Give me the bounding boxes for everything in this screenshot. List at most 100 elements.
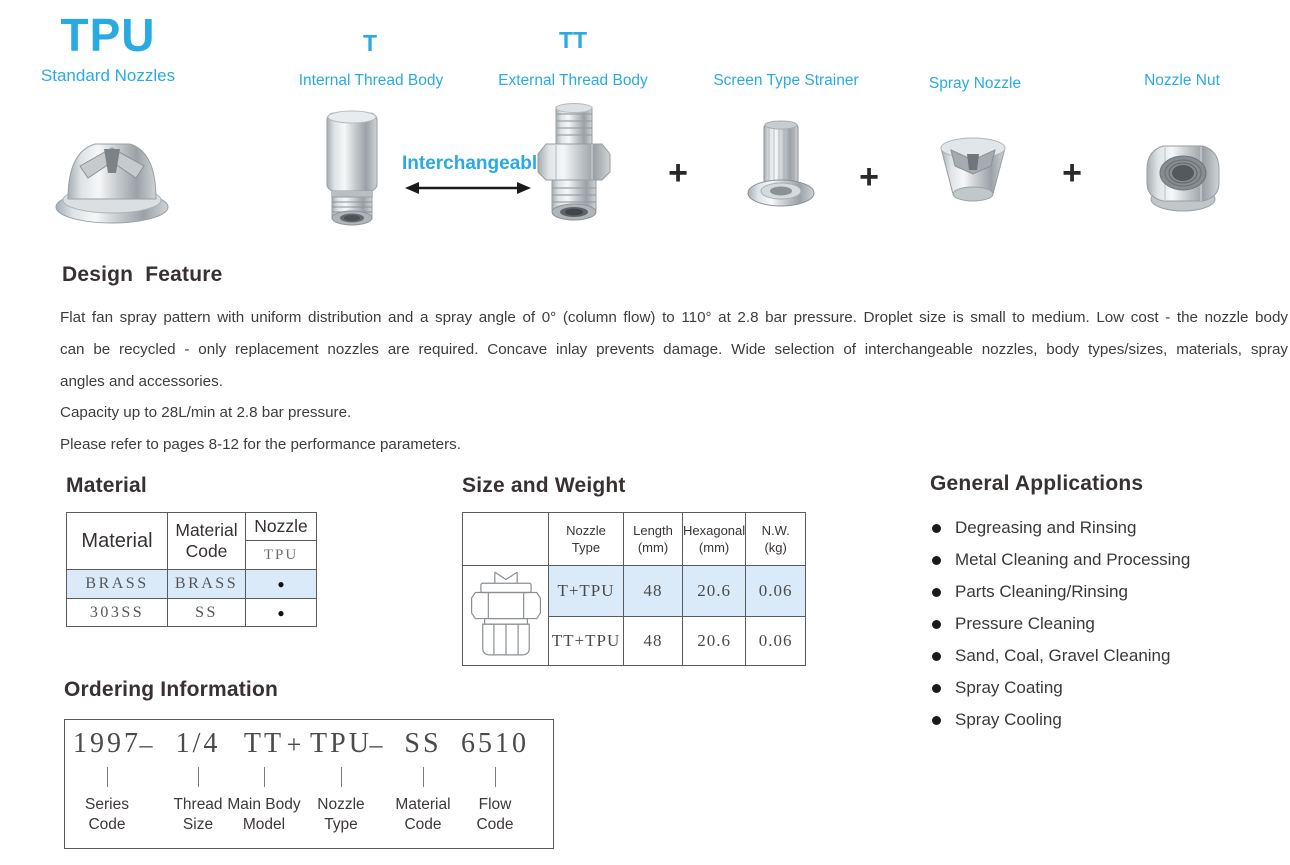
design-feature-line: Flat fan spray pattern with uniform dist… bbox=[60, 309, 1288, 326]
nw-header: N.W. (kg) bbox=[745, 512, 807, 566]
nw-cell: 0.06 bbox=[745, 565, 807, 617]
product-code-title: TPU bbox=[60, 9, 156, 61]
application-label: Sand, Coal, Gravel Cleaning bbox=[955, 646, 1171, 665]
nozzle-type-cell: T+TPU bbox=[548, 565, 624, 617]
nozzle-model-header: TPU bbox=[245, 540, 317, 570]
applications-list: Degreasing and Rinsing Metal Cleaning an… bbox=[932, 512, 1262, 736]
material-col-header: Material bbox=[66, 512, 168, 570]
tick-line bbox=[340, 767, 342, 787]
code-value: TT bbox=[243, 728, 285, 759]
length-header: Length (mm) bbox=[623, 512, 683, 566]
material-code-cell: BRASS bbox=[167, 569, 246, 599]
material-row-303ss: 303SS SS ● bbox=[66, 598, 317, 627]
code-value: SS bbox=[404, 728, 442, 759]
part-t-code: T bbox=[362, 30, 378, 56]
hexagonal-header: Hexagonal (mm) bbox=[681, 512, 747, 566]
application-label: Spray Coating bbox=[955, 678, 1063, 697]
material-title: Material bbox=[66, 474, 147, 497]
size-weight-table: Nozzle Type Length (mm) Hexagonal (mm) N… bbox=[462, 512, 807, 666]
ordering-field-series: 1997 Series Code bbox=[41, 728, 173, 835]
list-item: Spray Coating bbox=[932, 672, 1262, 704]
material-code-col-header: Material Code bbox=[167, 512, 246, 570]
list-item: Metal Cleaning and Processing bbox=[932, 544, 1262, 576]
spray-nozzle-image bbox=[940, 137, 1006, 202]
part-t-label: Internal Thread Body bbox=[298, 72, 444, 89]
hexagonal-cell: 20.6 bbox=[681, 565, 747, 617]
code-label: Flow Code bbox=[476, 796, 514, 833]
bullet-icon bbox=[932, 651, 941, 661]
code-label: Series Code bbox=[85, 796, 129, 833]
nozzle-type-header: Nozzle Type bbox=[548, 512, 624, 566]
tick-line bbox=[106, 767, 108, 787]
nozzle-col-header: Nozzle bbox=[245, 512, 317, 541]
bullet-icon bbox=[932, 683, 941, 693]
size-row-tt-tpu: TT+TPU 48 20.6 0.06 bbox=[463, 616, 807, 666]
tick-line bbox=[197, 767, 199, 787]
material-cell: 303SS bbox=[66, 598, 168, 627]
material-table: Material Material Code Nozzle TPU BRASS … bbox=[66, 512, 317, 627]
design-feature-title: Design Feature bbox=[62, 263, 223, 286]
nozzle-line-drawing bbox=[470, 571, 541, 656]
double-arrow-icon bbox=[405, 182, 531, 194]
design-feature-line: Capacity up to 28L/min at 2.8 bar pressu… bbox=[60, 404, 352, 421]
product-subtitle: Standard Nozzles bbox=[40, 66, 176, 85]
availability-dot: ● bbox=[245, 598, 317, 627]
ordering-field-body: TT Main Body Model bbox=[198, 728, 330, 835]
design-feature-line: Please refer to pages 8-12 for the perfo… bbox=[60, 436, 461, 453]
code-separator: – bbox=[139, 730, 153, 759]
tick-line bbox=[422, 767, 424, 787]
design-feature-line: angles and accessories. bbox=[60, 373, 223, 390]
code-value: TPU bbox=[310, 728, 372, 759]
bullet-icon bbox=[932, 715, 941, 725]
size-weight-title: Size and Weight bbox=[462, 474, 626, 497]
list-item: Spray Cooling bbox=[932, 704, 1262, 736]
tpu-nozzle-image bbox=[55, 143, 169, 224]
part-nut-label: Nozzle Nut bbox=[1144, 72, 1220, 89]
list-item: Degreasing and Rinsing bbox=[932, 512, 1262, 544]
code-separator: – bbox=[369, 730, 383, 759]
part-strainer-label: Screen Type Strainer bbox=[713, 72, 859, 89]
list-item: Sand, Coal, Gravel Cleaning bbox=[932, 640, 1262, 672]
hexagonal-cell: 20.6 bbox=[681, 616, 747, 666]
internal-thread-body-image bbox=[326, 110, 378, 226]
code-value: 1997 bbox=[73, 728, 141, 759]
plus-sign-3: + bbox=[1062, 154, 1082, 192]
tick-line bbox=[263, 767, 265, 787]
material-cell: BRASS bbox=[66, 569, 168, 599]
ordering-field-material: SS Material Code bbox=[357, 728, 489, 835]
material-code-cell: SS bbox=[167, 598, 246, 627]
code-value: 1/4 bbox=[175, 728, 221, 759]
tick-line bbox=[494, 767, 496, 787]
code-label: Material Code bbox=[395, 796, 451, 833]
code-label: Nozzle Type bbox=[317, 796, 365, 833]
bullet-icon bbox=[932, 523, 941, 533]
part-tt-code: TT bbox=[558, 27, 588, 53]
diagram-header-cell bbox=[462, 512, 549, 566]
plus-sign-1: + bbox=[668, 154, 688, 192]
material-row-brass: BRASS BRASS ● bbox=[66, 569, 317, 599]
bullet-icon bbox=[932, 587, 941, 597]
part-tt-label: External Thread Body bbox=[498, 72, 648, 89]
application-label: Parts Cleaning/Rinsing bbox=[955, 582, 1128, 601]
ordering-title: Ordering Information bbox=[64, 678, 278, 701]
code-label: Thread Size bbox=[173, 796, 223, 833]
availability-dot: ● bbox=[245, 569, 317, 599]
code-separator: + bbox=[286, 730, 302, 759]
bullet-icon bbox=[932, 619, 941, 629]
application-label: Spray Cooling bbox=[955, 710, 1062, 729]
length-cell: 48 bbox=[623, 616, 683, 666]
design-feature-line: can be recycled - only replacement nozzl… bbox=[60, 341, 1288, 358]
length-cell: 48 bbox=[623, 565, 683, 617]
ordering-code-box: 1997 Series Code – 1/4 Thread Size TT Ma… bbox=[64, 719, 554, 849]
ordering-field-nozzle: TPU Nozzle Type bbox=[275, 728, 407, 835]
nozzle-type-cell: TT+TPU bbox=[548, 616, 624, 666]
bullet-icon bbox=[932, 555, 941, 565]
plus-sign-2: + bbox=[859, 158, 879, 196]
ordering-field-flow: 6510 Flow Code bbox=[429, 728, 561, 835]
ordering-field-thread: 1/4 Thread Size bbox=[132, 728, 264, 835]
list-item: Pressure Cleaning bbox=[932, 608, 1262, 640]
nw-cell: 0.06 bbox=[745, 616, 807, 666]
application-label: Metal Cleaning and Processing bbox=[955, 550, 1191, 569]
part-spray-label: Spray Nozzle bbox=[928, 75, 1022, 92]
